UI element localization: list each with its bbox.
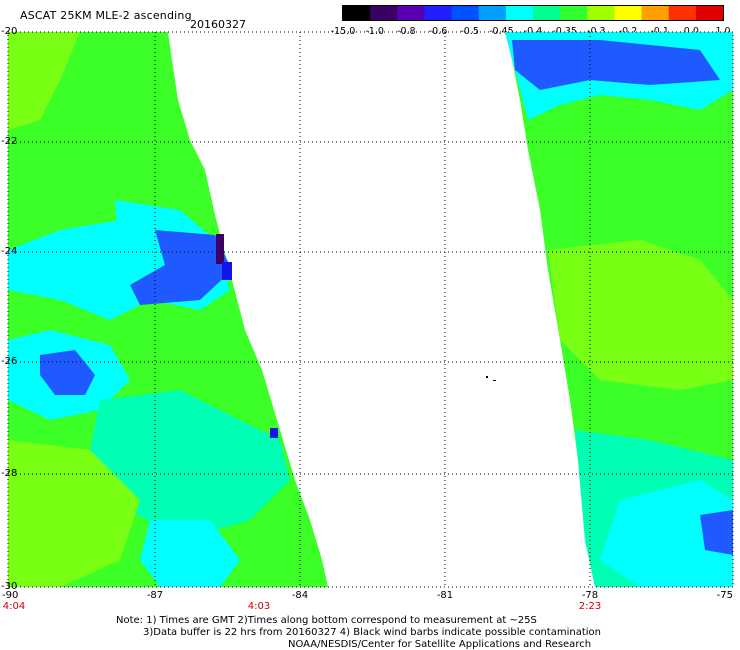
colorbar-segment — [505, 6, 534, 20]
lon-label: -78 — [581, 590, 599, 601]
cyan-region — [600, 480, 733, 587]
map-date: 20160327 — [190, 18, 246, 31]
colorbar-segment — [451, 6, 480, 20]
lon-label: -87 — [146, 590, 164, 601]
lat-label: -30 — [1, 581, 18, 592]
note-line-3: NOAA/NESDIS/Center for Satellite Applica… — [288, 639, 592, 650]
time-label-2: 4:03 — [247, 601, 271, 612]
light-green-region — [8, 32, 80, 130]
time-label-3: 2:23 — [578, 601, 602, 612]
note-line-1: Note: 1) Times are GMT 2)Times along bot… — [116, 615, 537, 626]
colorbar-label: -15.0 — [330, 26, 356, 37]
blue-region — [700, 510, 733, 555]
colorbar-segment — [478, 6, 507, 20]
colorbar-segment — [533, 6, 561, 20]
colorbar-label: -0.45 — [489, 26, 514, 37]
blue-region — [130, 230, 232, 305]
map-title: ASCAT 25KM MLE-2 ascending — [20, 9, 192, 22]
lon-label: -81 — [436, 590, 454, 601]
colorbar — [342, 5, 724, 21]
aqua-region — [90, 390, 290, 540]
colorbar-label: -0.6 — [428, 26, 448, 37]
colorbar-segment — [614, 6, 643, 20]
light-green-region — [8, 440, 140, 587]
colorbar-label: 1.0 — [715, 26, 731, 37]
colorbar-label: -1.0 — [365, 26, 384, 37]
swath-layer — [8, 32, 733, 587]
purple-cell — [216, 234, 224, 264]
colorbar-label: 0.0 — [683, 26, 699, 37]
lat-label: -28 — [1, 468, 18, 479]
dark-blue-cell — [270, 428, 278, 438]
lat-label: -20 — [1, 26, 18, 37]
dark-blue-cell — [222, 262, 232, 280]
data-speck — [486, 376, 488, 378]
colorbar-segment — [343, 6, 371, 20]
colorbar-segment — [695, 6, 723, 20]
lat-label: -24 — [1, 246, 18, 257]
colorbar-label: -0.1 — [650, 26, 669, 37]
data-speck — [493, 380, 496, 381]
colorbar-segment — [641, 6, 670, 20]
lon-label: -90 — [2, 590, 19, 601]
colorbar-label: -0.5 — [460, 26, 479, 37]
note-line-2: 3)Data buffer is 22 hrs from 20160327 4)… — [143, 627, 601, 638]
cyan-region — [140, 520, 240, 587]
colorbar-segment — [668, 6, 697, 20]
grid-lines — [8, 32, 733, 587]
colorbar-label: -0.8 — [397, 26, 416, 37]
blue-region — [512, 40, 720, 90]
colorbar-segment — [560, 6, 588, 20]
colorbar-segment — [370, 6, 398, 20]
colorbar-segment — [424, 6, 453, 20]
colorbar-segment — [397, 6, 425, 20]
lon-label: -75 — [716, 590, 733, 601]
blue-region — [40, 350, 95, 395]
lat-label: -26 — [1, 356, 18, 367]
time-label-1: 4:04 — [2, 601, 26, 612]
light-green-region — [548, 240, 733, 390]
lat-label: -22 — [1, 136, 18, 147]
colorbar-segment — [587, 6, 615, 20]
lon-label: -84 — [291, 590, 309, 601]
